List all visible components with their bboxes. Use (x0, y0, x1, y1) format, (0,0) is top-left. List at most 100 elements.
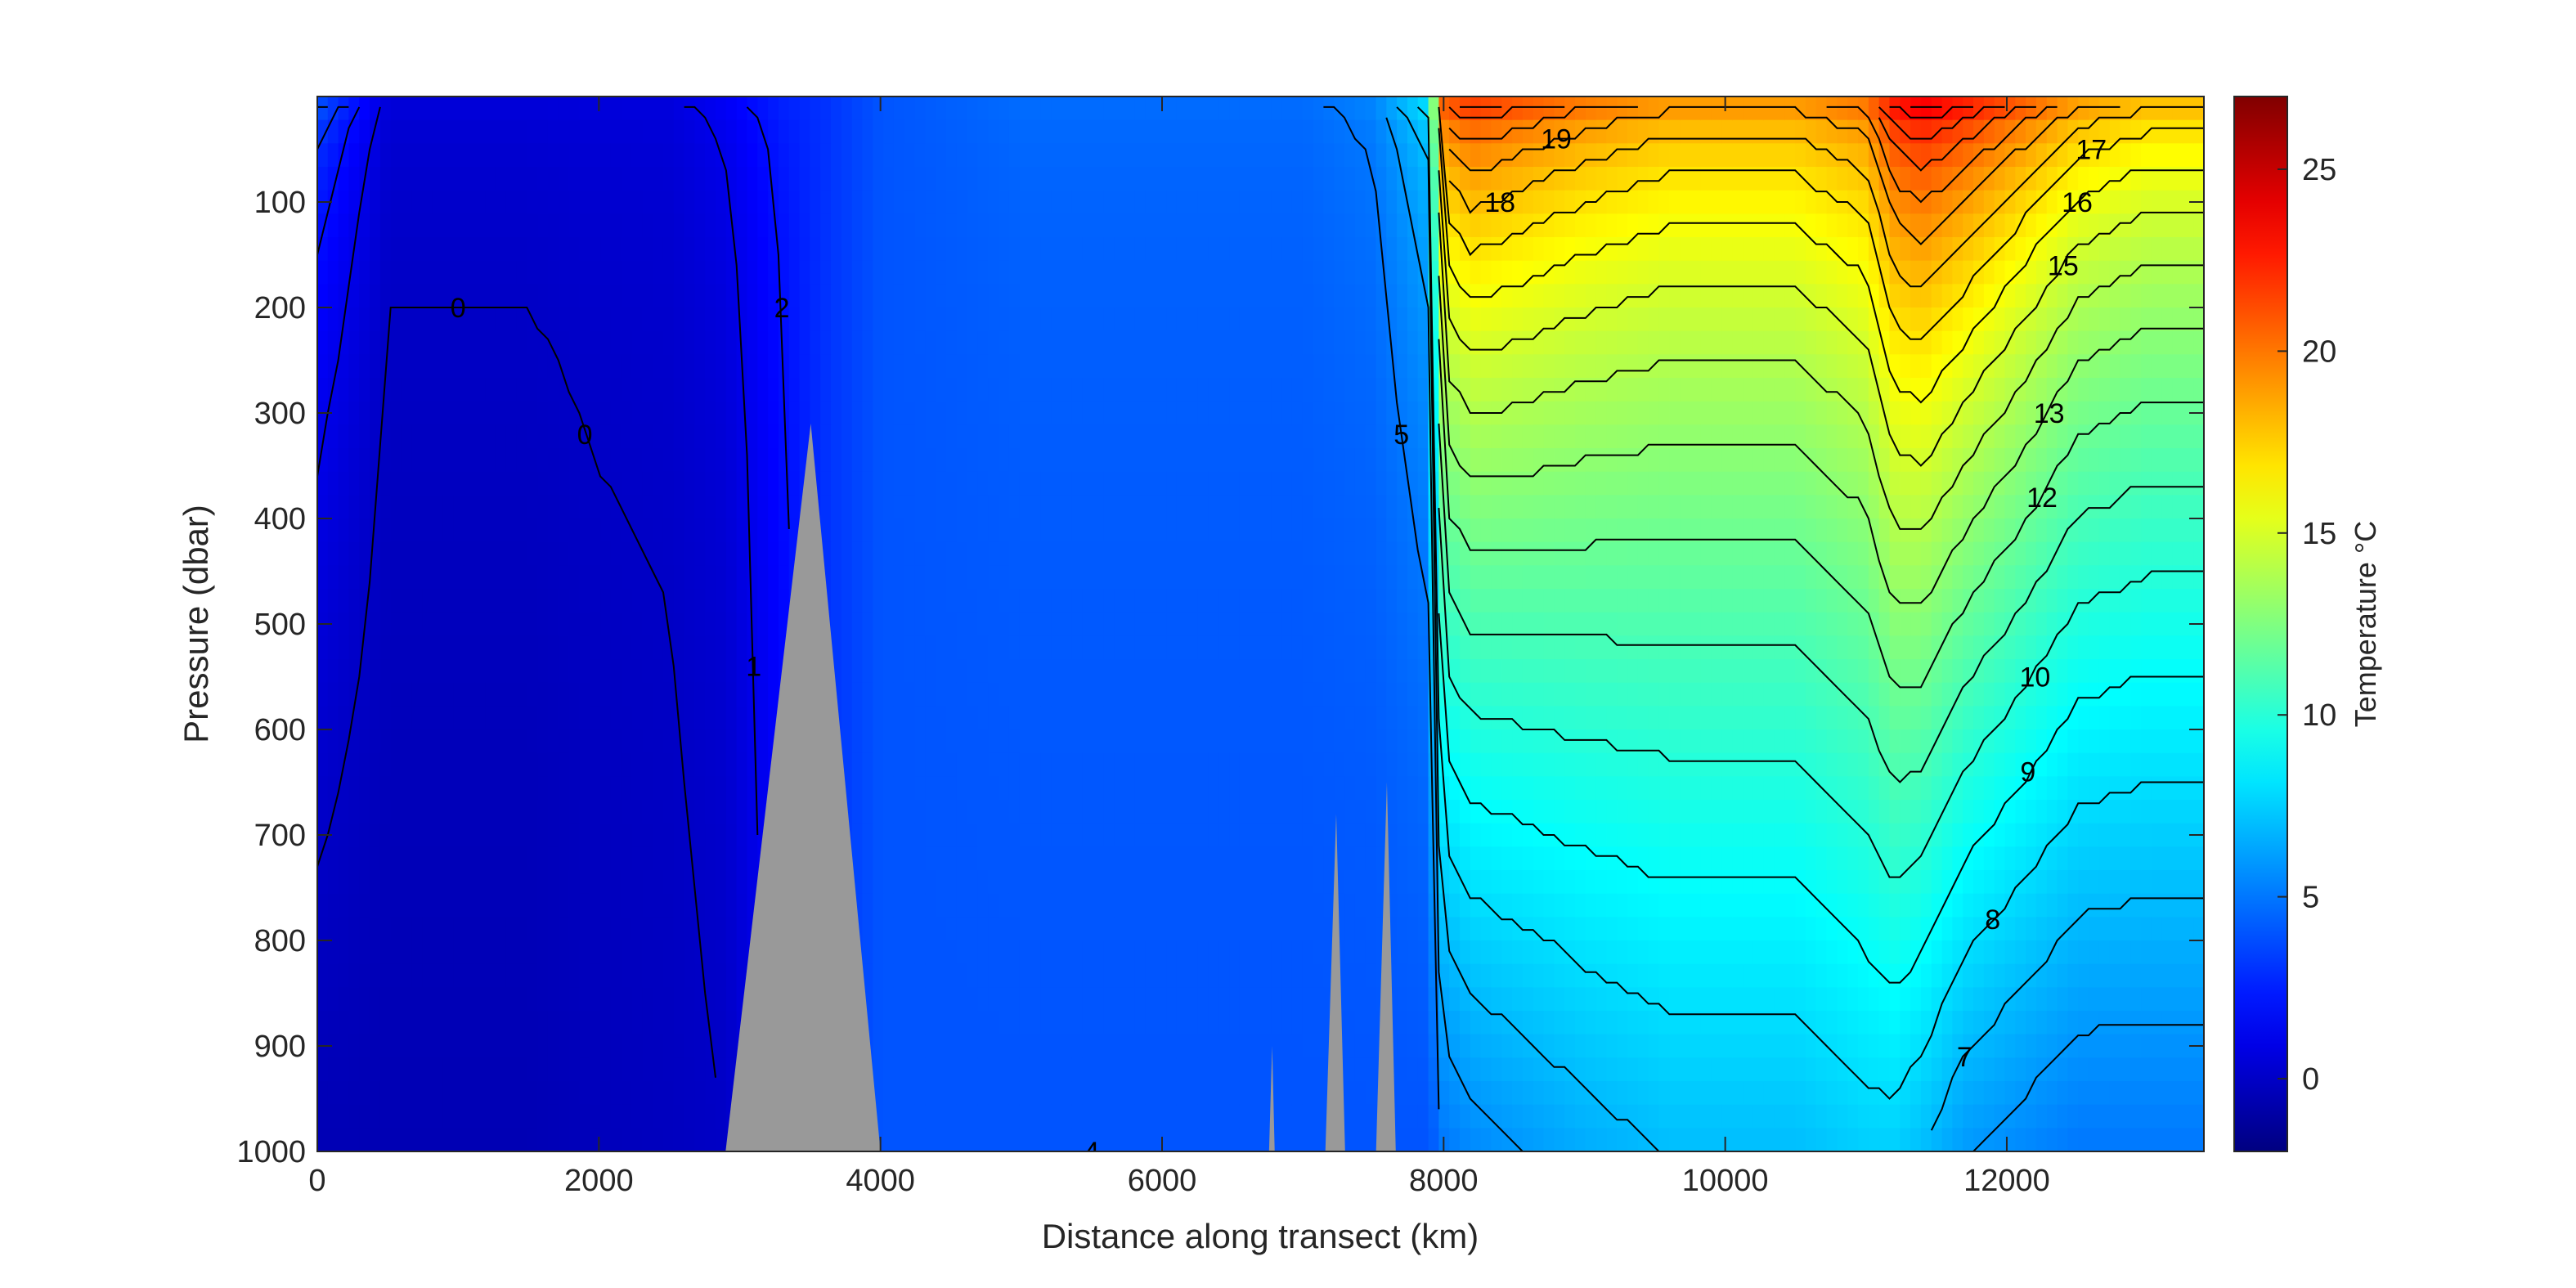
field-cell (1040, 752, 1052, 778)
field-cell (1449, 1011, 1461, 1035)
field-cell (925, 1104, 937, 1129)
field-cell (1071, 706, 1084, 730)
field-cell (988, 823, 1000, 848)
field-cell (662, 940, 675, 965)
field-cell (1103, 307, 1115, 332)
field-cell (862, 495, 874, 519)
field-cell (327, 495, 339, 519)
field-cell (411, 448, 424, 473)
field-cell (1145, 800, 1157, 824)
field-cell (505, 119, 518, 145)
field-cell (485, 823, 496, 848)
field-cell (348, 495, 361, 519)
field-cell (705, 1011, 717, 1035)
field-cell (370, 237, 381, 262)
field-cell (390, 1034, 402, 1059)
field-cell (1061, 987, 1073, 1012)
field-cell (1291, 776, 1304, 801)
field-cell (379, 1011, 392, 1035)
field-cell (1365, 846, 1377, 871)
field-cell (1291, 284, 1304, 308)
field-cell (1093, 1128, 1105, 1151)
field-cell (673, 565, 685, 590)
field-cell (495, 1011, 507, 1035)
field-cell (516, 190, 528, 215)
field-cell (1166, 800, 1178, 824)
field-cell (653, 963, 664, 989)
field-cell (662, 1081, 675, 1106)
field-cell (1093, 682, 1105, 707)
field-cell (359, 1057, 371, 1082)
field-cell (851, 635, 864, 660)
field-cell (893, 1057, 905, 1082)
field-cell (432, 706, 444, 730)
field-cell (631, 143, 644, 168)
field-cell (432, 448, 444, 473)
field-cell (673, 190, 685, 215)
field-cell (694, 401, 707, 426)
field-cell (1114, 307, 1125, 332)
field-cell (716, 917, 727, 941)
field-cell (768, 143, 779, 168)
field-cell (893, 963, 905, 989)
field-cell (1218, 143, 1231, 168)
field-cell (1019, 1011, 1031, 1035)
field-cell (1365, 190, 1377, 215)
field-cell (401, 776, 413, 801)
field-cell (1470, 752, 1482, 778)
field-cell (348, 448, 361, 473)
field-cell (1156, 237, 1168, 262)
field-cell (547, 987, 559, 1012)
field-cell (1040, 729, 1052, 754)
field-cell (1334, 330, 1346, 356)
field-cell (1229, 1011, 1241, 1035)
field-cell (1114, 541, 1125, 567)
field-cell (936, 963, 947, 989)
field-cell (1114, 635, 1125, 660)
field-cell (1040, 963, 1052, 989)
field-cell (411, 1081, 424, 1106)
field-cell (1302, 143, 1314, 168)
field-cell (977, 237, 990, 262)
field-cell (1334, 752, 1346, 778)
field-cell (1460, 354, 1471, 379)
field-cell (768, 378, 779, 402)
field-cell (725, 190, 738, 215)
field-cell (747, 190, 759, 215)
field-cell (1407, 284, 1419, 308)
field-cell (925, 167, 937, 191)
field-cell (1323, 330, 1335, 356)
field-cell (1334, 143, 1346, 168)
field-cell (1239, 659, 1251, 684)
field-cell (1040, 260, 1052, 285)
field-cell (495, 260, 507, 285)
field-cell (1134, 752, 1147, 778)
field-cell (359, 1034, 371, 1059)
field-cell (547, 378, 559, 402)
field-cell (1156, 167, 1168, 191)
field-cell (568, 706, 581, 730)
field-cell (1386, 330, 1398, 356)
field-cell (873, 706, 885, 730)
field-cell (537, 659, 549, 684)
field-cell (946, 541, 958, 567)
field-cell (1376, 448, 1388, 473)
field-cell (432, 1057, 444, 1082)
field-cell (841, 635, 853, 660)
field-cell (936, 495, 947, 519)
field-cell (705, 401, 717, 426)
field-cell (390, 541, 402, 567)
field-cell (725, 143, 738, 168)
field-cell (716, 424, 727, 449)
field-cell (831, 284, 842, 308)
field-cell (1197, 729, 1209, 754)
field-cell (568, 635, 581, 660)
field-cell (1344, 1034, 1356, 1059)
field-cell (925, 963, 937, 989)
field-cell (579, 1011, 591, 1035)
field-cell (1082, 1104, 1094, 1129)
field-cell (348, 1128, 361, 1151)
field-cell (977, 776, 990, 801)
field-cell (370, 1081, 381, 1106)
field-cell (1134, 917, 1147, 941)
